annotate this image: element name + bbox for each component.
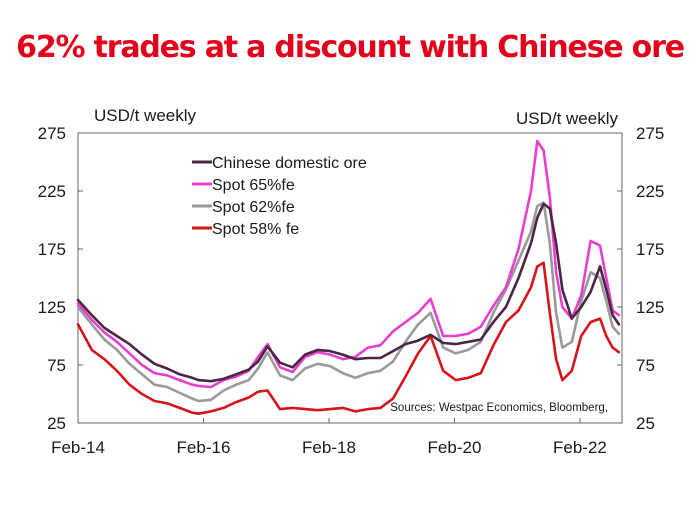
chart-title: 62% trades at a discount with Chinese or… — [16, 30, 685, 65]
y-tick-label-left: 125 — [38, 298, 66, 317]
plot-area — [77, 132, 623, 424]
y-tick-label-left: 75 — [47, 356, 66, 375]
y-axis-left: 25 75 125 175 225 275 — [38, 124, 83, 433]
y-axis-label-right: USD/t weekly — [516, 109, 619, 128]
y-tick-label-right: 25 — [636, 414, 655, 433]
series-line-chinese-domestic-ore — [76, 202, 621, 383]
series-line-spot-58-fe — [76, 261, 621, 415]
legend: Chinese domestic ore Spot 65%fe Spot 62%fe… — [192, 155, 367, 238]
y-tick-label-right: 275 — [636, 124, 664, 143]
x-tick-label: Feb-18 — [302, 438, 356, 457]
legend-label: Spot 58% fe — [212, 221, 299, 238]
y-tick-label-left: 275 — [38, 124, 66, 143]
series-line-spot-65-fe — [76, 139, 621, 389]
plot-frame — [77, 132, 623, 424]
legend-label: Spot 62%fe — [212, 199, 295, 216]
legend-label: Chinese domestic ore — [212, 155, 367, 172]
x-tick-label: Feb-20 — [428, 438, 482, 457]
x-tick-label: Feb-16 — [177, 438, 231, 457]
series-line-spot-62-fe — [76, 201, 621, 403]
y-tick-label-right: 175 — [636, 240, 664, 259]
y-tick-label-right: 125 — [636, 298, 664, 317]
y-tick-label-right: 225 — [636, 182, 664, 201]
y-tick-label-right: 75 — [636, 356, 655, 375]
y-axis-label-left: USD/t weekly — [94, 106, 197, 125]
series-lines — [76, 139, 621, 415]
y-axis-right: 25 75 125 175 225 275 — [617, 124, 664, 433]
y-tick-label-left: 225 — [38, 182, 66, 201]
legend-label: Spot 65%fe — [212, 177, 295, 194]
source-note: Sources: Westpac Economics, Bloomberg, — [390, 402, 608, 414]
x-tick-label: Feb-22 — [553, 438, 607, 457]
y-tick-label-left: 25 — [47, 414, 66, 433]
y-tick-label-left: 175 — [38, 240, 66, 259]
x-axis: Feb-14 Feb-16 Feb-18 Feb-20 Feb-22 — [51, 418, 607, 457]
x-tick-label: Feb-14 — [51, 438, 105, 457]
